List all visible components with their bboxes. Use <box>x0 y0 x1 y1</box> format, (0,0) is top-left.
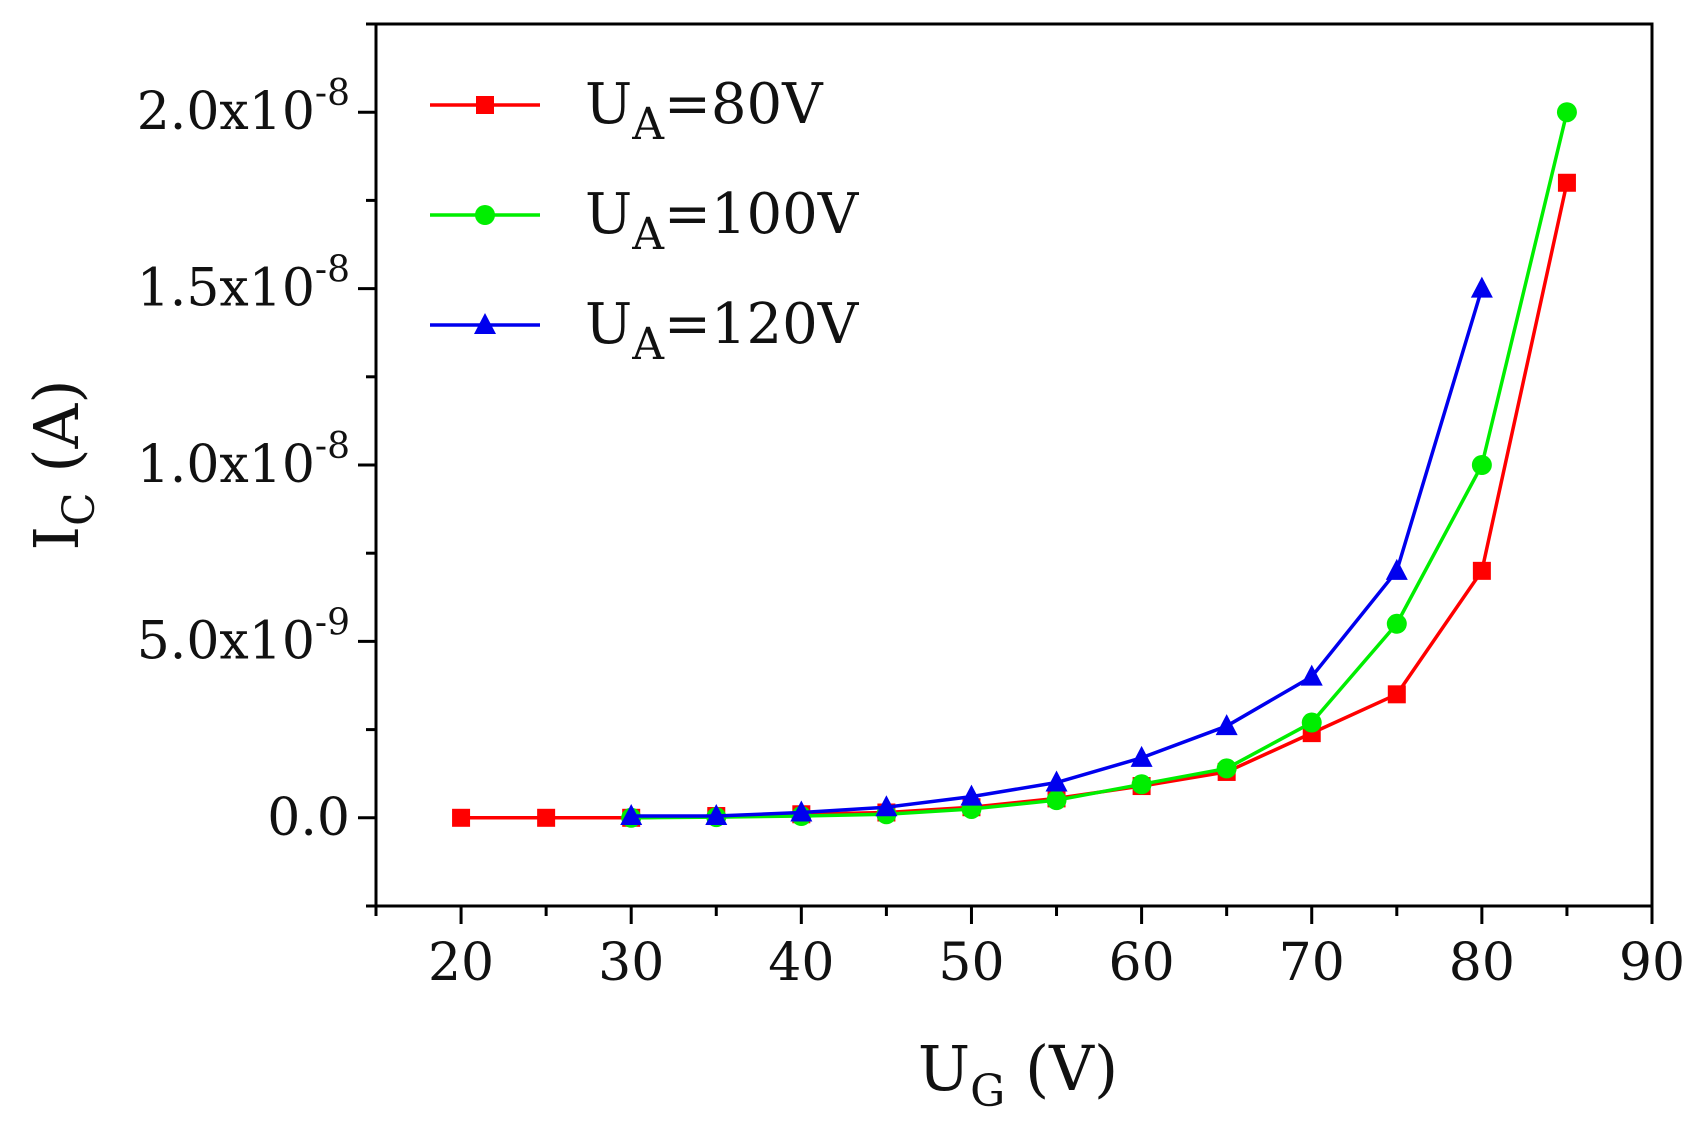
x-tick-label: 50 <box>938 933 1004 993</box>
x-axis-title: UG (V) <box>918 1032 1118 1117</box>
data-point <box>1215 714 1238 736</box>
legend-label: UA=80V <box>585 72 824 150</box>
series-layer <box>452 102 1577 828</box>
data-point <box>1387 685 1406 704</box>
legend-label: UA=120V <box>585 292 860 370</box>
y-tick-label: 1.0x10-8 <box>137 426 350 495</box>
legend-label: UA=100V <box>585 182 860 260</box>
series-ua-120v <box>620 276 1493 826</box>
data-point <box>960 784 983 806</box>
x-tick-label: 80 <box>1449 933 1515 993</box>
data-point <box>452 808 471 827</box>
x-tick-label: 20 <box>428 933 494 993</box>
data-point <box>790 800 813 822</box>
data-point <box>1471 455 1492 475</box>
legend-item: UA=80V <box>430 72 824 150</box>
y-tick-label: 5.0x10-9 <box>137 602 350 671</box>
data-point <box>1046 790 1067 811</box>
series-ua-80v <box>452 173 1576 827</box>
y-tick-label: 2.0x10-8 <box>137 73 350 142</box>
data-point <box>537 808 556 827</box>
data-point <box>1556 102 1577 123</box>
data-point <box>1386 613 1407 634</box>
legend-marker <box>475 205 495 225</box>
plot-frame <box>374 22 1654 908</box>
x-tick-label: 30 <box>598 933 664 993</box>
legend-item: UA=120V <box>430 292 860 370</box>
data-point <box>620 804 643 826</box>
x-tick-label: 70 <box>1279 933 1345 993</box>
legend: UA=80V UA=100V UA=120V <box>430 72 860 370</box>
data-point <box>875 795 898 817</box>
data-point <box>1385 558 1408 580</box>
data-point <box>705 804 728 826</box>
y-axis: 0.0 5.0x10-9 1.0x10-8 1.5x10-8 2.0x10-8 <box>137 22 376 908</box>
x-tick-label: 90 <box>1619 933 1685 993</box>
series-line <box>631 111 1569 820</box>
x-axis: 20 30 40 50 60 70 80 90 <box>374 906 1685 993</box>
legend-marker <box>474 313 496 334</box>
x-tick-label: 60 <box>1109 933 1175 993</box>
data-point <box>1301 712 1322 733</box>
data-point <box>1216 758 1237 779</box>
legend-marker <box>476 96 494 114</box>
series-line <box>461 182 1569 820</box>
series-line <box>631 288 1484 818</box>
y-tick-label: 1.5x10-8 <box>137 250 350 319</box>
y-axis-title: IC (A) <box>20 379 105 550</box>
data-point <box>1472 561 1491 580</box>
x-tick-label: 40 <box>768 933 834 993</box>
data-point <box>1470 276 1493 298</box>
legend-item: UA=100V <box>430 182 860 260</box>
data-point <box>1130 745 1153 767</box>
data-point <box>1300 664 1323 686</box>
data-point <box>1557 173 1576 192</box>
data-point <box>1045 770 1068 792</box>
data-point <box>1131 774 1152 795</box>
y-tick-label: 0.0 <box>267 788 350 848</box>
